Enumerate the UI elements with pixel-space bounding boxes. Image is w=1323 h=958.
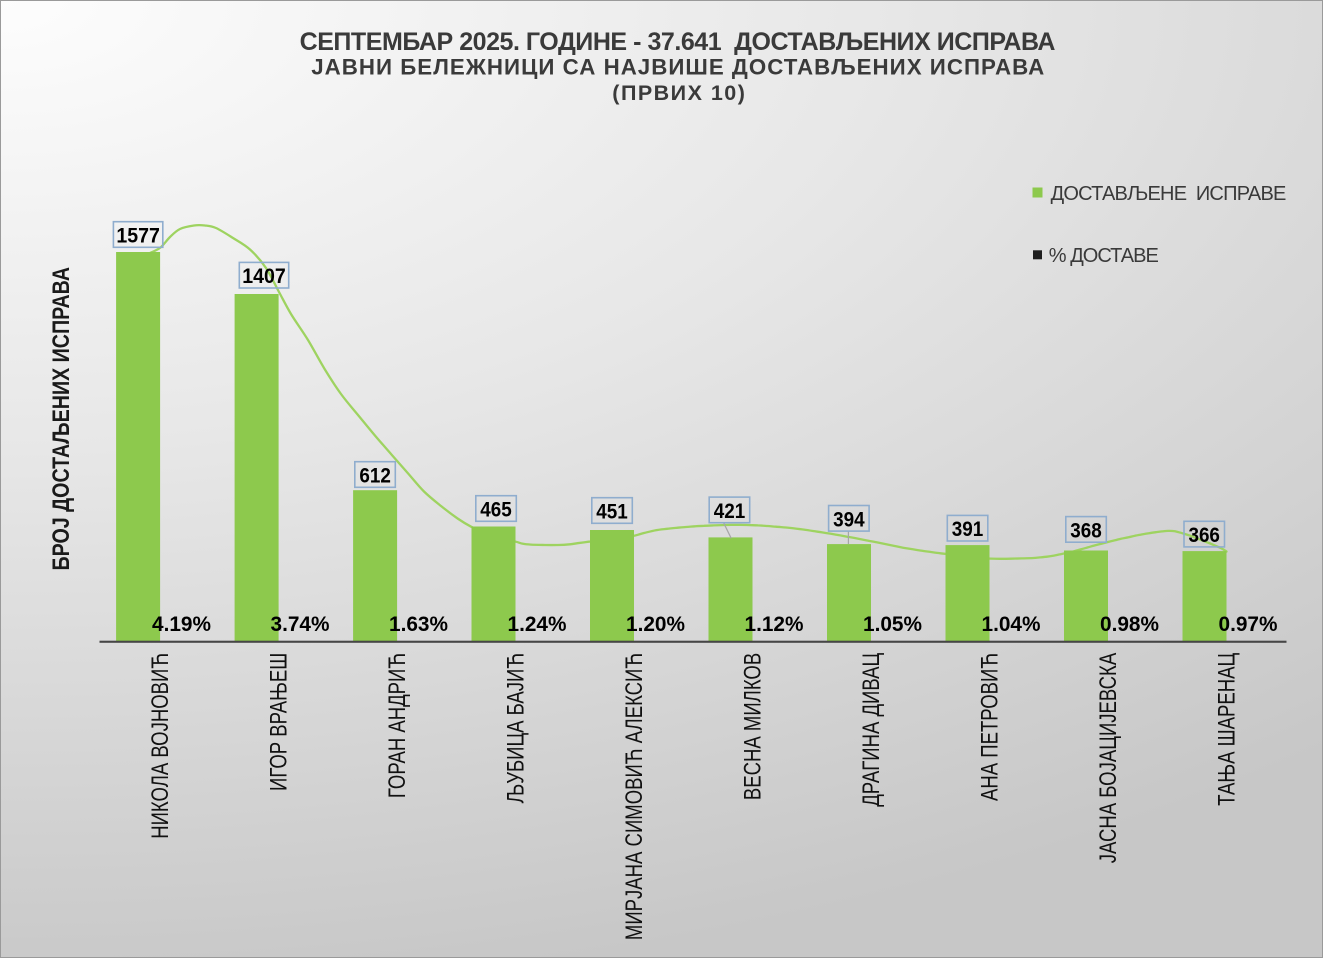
svg-text:(ПРВИХ 10): (ПРВИХ 10) — [612, 81, 745, 105]
svg-text:ВЕСНА МИЛКОВ: ВЕСНА МИЛКОВ — [740, 653, 767, 800]
svg-text:1.12%: 1.12% — [745, 612, 804, 636]
svg-text:394: 394 — [833, 507, 865, 531]
svg-text:451: 451 — [596, 500, 628, 524]
svg-text:ЈАВНИ БЕЛЕЖНИЦИ СА НАЈВИШЕ ДОС: ЈАВНИ БЕЛЕЖНИЦИ СА НАЈВИШЕ ДОСТАВЉЕНИХ И… — [311, 54, 1044, 79]
svg-text:ГОРАН АНДРИЋ: ГОРАН АНДРИЋ — [384, 653, 411, 798]
svg-text:ДРАГИНА ДИВАЦ: ДРАГИНА ДИВАЦ — [858, 653, 885, 807]
svg-text:ЈАСНА БОЈАЦИЈЕВСКА: ЈАСНА БОЈАЦИЈЕВСКА — [1095, 653, 1122, 864]
svg-text:391: 391 — [952, 517, 984, 541]
svg-text:421: 421 — [714, 499, 746, 523]
svg-text:465: 465 — [480, 498, 512, 522]
svg-text:1.04%: 1.04% — [982, 612, 1041, 636]
svg-text:СЕПТЕМБАР 2025. ГОДИНЕ - 37.64: СЕПТЕМБАР 2025. ГОДИНЕ - 37.641 ДОСТАВЉЕ… — [300, 28, 1056, 56]
svg-text:БРОЈ ДОСТАЉЕНИХ ИСПРАВА: БРОЈ ДОСТАЉЕНИХ ИСПРАВА — [48, 267, 75, 571]
svg-text:АНА ПЕТРОВИЋ: АНА ПЕТРОВИЋ — [977, 653, 1004, 801]
svg-text:3.74%: 3.74% — [271, 612, 330, 636]
svg-text:НИКОЛА ВОЈНОВИЋ: НИКОЛА ВОЈНОВИЋ — [147, 653, 174, 839]
svg-text:1.24%: 1.24% — [508, 612, 567, 636]
svg-text:% ДОСТАВЕ: % ДОСТАВЕ — [1049, 245, 1159, 267]
svg-text:366: 366 — [1188, 523, 1220, 547]
svg-text:0.98%: 0.98% — [1100, 612, 1159, 636]
svg-text:0.97%: 0.97% — [1219, 612, 1278, 636]
svg-text:368: 368 — [1070, 518, 1102, 542]
svg-text:МИРЈАНА СИМОВИЋ АЛЕКСИЋ: МИРЈАНА СИМОВИЋ АЛЕКСИЋ — [621, 653, 648, 940]
svg-text:612: 612 — [359, 464, 391, 488]
svg-text:ЉУБИЦА БАЈИЋ: ЉУБИЦА БАЈИЋ — [503, 653, 530, 804]
svg-text:1.20%: 1.20% — [626, 612, 685, 636]
svg-text:1577: 1577 — [116, 224, 160, 248]
svg-text:1.63%: 1.63% — [389, 612, 448, 636]
svg-text:ИГОР ВРАЊЕШ: ИГОР ВРАЊЕШ — [266, 653, 293, 791]
svg-text:ТАЊА ШАРЕНАЦ: ТАЊА ШАРЕНАЦ — [1214, 653, 1241, 806]
svg-text:4.19%: 4.19% — [152, 612, 211, 636]
svg-text:ДОСТАВЉЕНЕ ИСПРАВЕ: ДОСТАВЉЕНЕ ИСПРАВЕ — [1051, 183, 1287, 205]
svg-text:1.05%: 1.05% — [863, 612, 922, 636]
svg-text:1407: 1407 — [242, 264, 286, 288]
